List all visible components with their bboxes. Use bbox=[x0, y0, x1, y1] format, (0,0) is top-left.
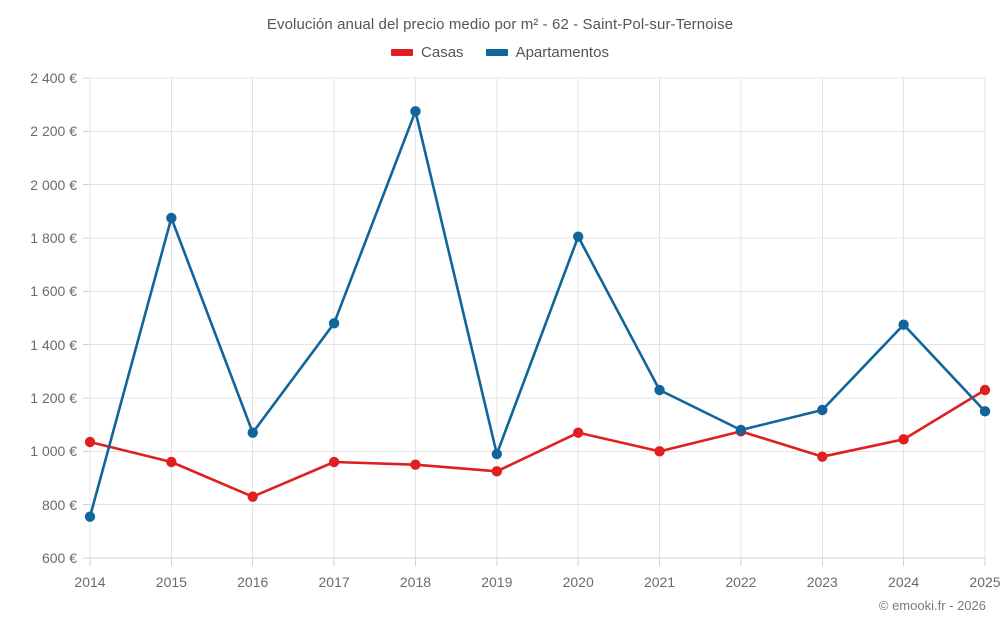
data-point-casas[interactable] bbox=[817, 451, 828, 462]
data-point-apartamentos[interactable] bbox=[410, 106, 421, 117]
y-axis-label: 800 € bbox=[41, 496, 77, 513]
data-point-apartamentos[interactable] bbox=[735, 424, 747, 436]
x-axis-label: 2022 bbox=[725, 574, 757, 590]
data-point-apartamentos[interactable] bbox=[84, 511, 96, 522]
data-point-casas[interactable] bbox=[654, 446, 665, 457]
data-point-casas[interactable] bbox=[328, 456, 340, 468]
y-axis-label: 600 € bbox=[41, 550, 77, 566]
data-point-apartamentos[interactable] bbox=[572, 231, 584, 242]
legend-item-apartamentos[interactable]: Apartamentos bbox=[485, 44, 609, 61]
data-point-casas[interactable] bbox=[572, 427, 584, 438]
data-point-casas[interactable] bbox=[410, 459, 421, 470]
x-axis-label: 2025 bbox=[969, 574, 1000, 590]
x-axis-label: 2014 bbox=[74, 574, 106, 590]
data-point-casas[interactable] bbox=[84, 436, 96, 448]
data-point-apartamentos[interactable] bbox=[247, 427, 258, 438]
x-axis-label: 2019 bbox=[481, 574, 513, 590]
series-line-casas bbox=[88, 388, 987, 498]
legend-swatch-apartamentos bbox=[485, 49, 508, 56]
data-point-apartamentos[interactable] bbox=[979, 406, 991, 417]
legend-label-casas: Casas bbox=[421, 44, 464, 61]
data-point-apartamentos[interactable] bbox=[817, 404, 828, 416]
legend-item-casas[interactable]: Casas bbox=[391, 44, 464, 61]
chart-legend: Casas Apartamentos bbox=[0, 44, 1000, 61]
y-axis-label: 1 800 € bbox=[30, 230, 77, 246]
chart-title: Evolución anual del precio medio por m² … bbox=[266, 16, 734, 33]
x-axis-label: 2020 bbox=[562, 574, 594, 590]
y-axis-label: 2 400 € bbox=[30, 70, 77, 86]
data-point-casas[interactable] bbox=[247, 491, 258, 502]
legend-swatch-casas bbox=[391, 49, 414, 56]
footer-credit: © emooki.fr - 2026 bbox=[878, 598, 986, 613]
data-point-apartamentos[interactable] bbox=[654, 384, 665, 396]
data-point-apartamentos[interactable] bbox=[328, 318, 340, 329]
x-axis-label: 2023 bbox=[806, 574, 838, 590]
y-axis-label: 2 000 € bbox=[30, 176, 77, 193]
data-point-casas[interactable] bbox=[898, 434, 909, 445]
y-axis-label: 1 400 € bbox=[30, 336, 77, 353]
x-axis-label: 2016 bbox=[237, 574, 269, 590]
data-point-apartamentos[interactable] bbox=[491, 448, 503, 460]
data-point-casas[interactable] bbox=[979, 384, 991, 396]
y-axis-label: 1 000 € bbox=[30, 443, 77, 460]
x-axis-label: 2018 bbox=[399, 574, 432, 590]
y-axis-label: 1 600 € bbox=[30, 283, 77, 300]
data-point-apartamentos[interactable] bbox=[898, 319, 909, 330]
y-axis-label: 2 200 € bbox=[30, 123, 77, 140]
data-point-apartamentos[interactable] bbox=[166, 212, 177, 224]
x-axis-label: 2017 bbox=[318, 574, 350, 590]
data-point-casas[interactable] bbox=[491, 466, 503, 477]
x-axis-label: 2015 bbox=[155, 574, 187, 590]
x-axis-label: 2024 bbox=[888, 574, 920, 590]
legend-label-apartamentos: Apartamentos bbox=[515, 44, 609, 61]
series-line-apartamentos bbox=[88, 110, 987, 518]
y-axis-label: 1 200 € bbox=[30, 390, 77, 406]
x-axis-label: 2021 bbox=[643, 574, 676, 590]
data-point-casas[interactable] bbox=[166, 456, 177, 468]
